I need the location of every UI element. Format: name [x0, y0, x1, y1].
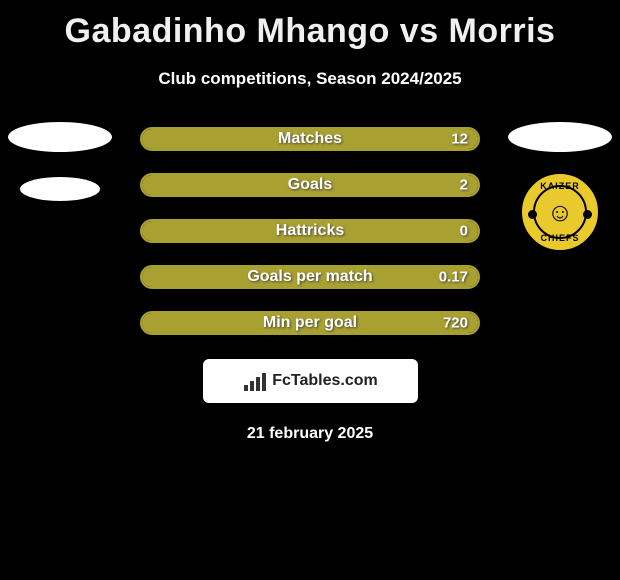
stat-label: Goals per match [247, 268, 372, 286]
stat-label: Hattricks [276, 222, 344, 240]
club-badge-head-icon: ☺ [547, 197, 574, 228]
left-player-marks [8, 122, 112, 201]
club-badge-top-text: KAIZER [522, 181, 598, 191]
stat-row: Goals 2 [140, 173, 480, 197]
stat-label: Matches [278, 130, 342, 148]
stat-label: Goals [288, 176, 332, 194]
stat-value: 0 [460, 223, 468, 240]
footer-date: 21 february 2025 [0, 425, 620, 443]
right-ellipse-1 [508, 122, 612, 152]
stat-value: 12 [451, 131, 468, 148]
left-ellipse-2 [20, 177, 100, 201]
stat-value: 720 [443, 315, 468, 332]
stat-value: 0.17 [439, 269, 468, 286]
left-ellipse-1 [8, 122, 112, 152]
stat-row: Goals per match 0.17 [140, 265, 480, 289]
page-title: Gabadinho Mhango vs Morris [0, 0, 620, 51]
club-badge-bottom-text: CHIEFS [522, 233, 598, 243]
club-badge: KAIZER ☺ CHIEFS [510, 170, 610, 254]
club-badge-circle: KAIZER ☺ CHIEFS [518, 170, 602, 254]
club-badge-inner: ☺ [533, 185, 587, 239]
footer-brand-card: FcTables.com [203, 359, 418, 403]
chart-icon [242, 371, 266, 391]
right-player-marks: KAIZER ☺ CHIEFS [508, 122, 612, 254]
stat-value: 2 [460, 177, 468, 194]
club-badge-ball-left-icon [528, 210, 537, 219]
stat-row: Hattricks 0 [140, 219, 480, 243]
club-badge-ball-right-icon [583, 210, 592, 219]
page-subtitle: Club competitions, Season 2024/2025 [0, 69, 620, 89]
stat-label: Min per goal [263, 314, 357, 332]
stat-row: Matches 12 [140, 127, 480, 151]
footer-brand-text: FcTables.com [272, 372, 378, 390]
stat-row: Min per goal 720 [140, 311, 480, 335]
